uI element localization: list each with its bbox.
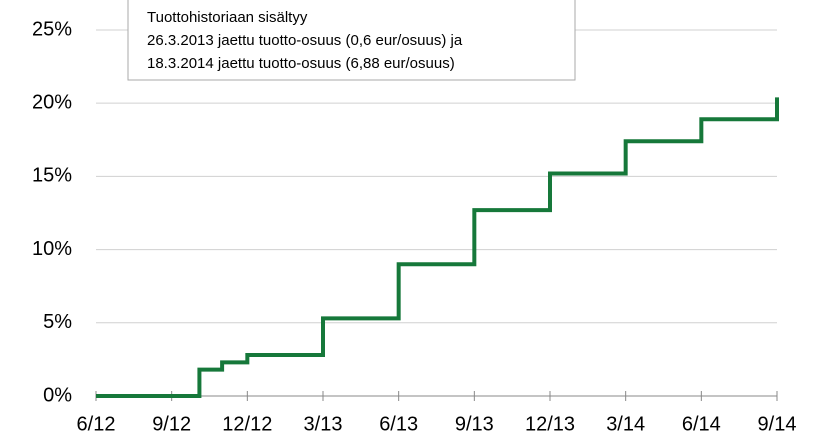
y-tick-label: 0% bbox=[43, 384, 72, 406]
y-tick-label: 15% bbox=[32, 165, 72, 187]
x-tick-label: 12/12 bbox=[222, 413, 272, 435]
x-tick-label: 3/13 bbox=[304, 413, 343, 435]
x-tick-label: 3/14 bbox=[606, 413, 645, 435]
x-tick-label: 9/12 bbox=[152, 413, 191, 435]
x-tick-label: 12/13 bbox=[525, 413, 575, 435]
y-tick-label: 20% bbox=[32, 91, 72, 113]
annotation-box bbox=[127, 0, 576, 81]
x-tick-label: 6/14 bbox=[682, 413, 721, 435]
x-tick-label: 6/13 bbox=[379, 413, 418, 435]
y-tick-label: 10% bbox=[32, 238, 72, 260]
x-tick-label: 6/12 bbox=[77, 413, 116, 435]
annotation-line: 18.3.2014 jaettu tuotto-osuus (6,88 eur/… bbox=[147, 55, 455, 72]
x-tick-label: 9/14 bbox=[758, 413, 797, 435]
x-tick-label: 9/13 bbox=[455, 413, 494, 435]
annotation-line: 26.3.2013 jaettu tuotto-osuus (0,6 eur/o… bbox=[147, 32, 463, 49]
step-line bbox=[96, 97, 779, 398]
annotation-line: Tuottohistoriaan sisältyy bbox=[147, 9, 308, 26]
y-tick-label: 25% bbox=[32, 18, 72, 40]
y-tick-label: 5% bbox=[43, 311, 72, 333]
